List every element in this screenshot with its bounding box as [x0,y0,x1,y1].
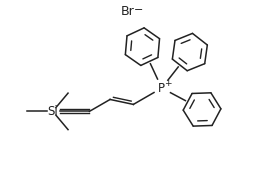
Text: Br: Br [121,5,134,18]
Text: +: + [163,79,171,88]
Text: P: P [158,82,165,95]
Text: Si: Si [47,105,58,118]
Text: −: − [134,5,143,15]
